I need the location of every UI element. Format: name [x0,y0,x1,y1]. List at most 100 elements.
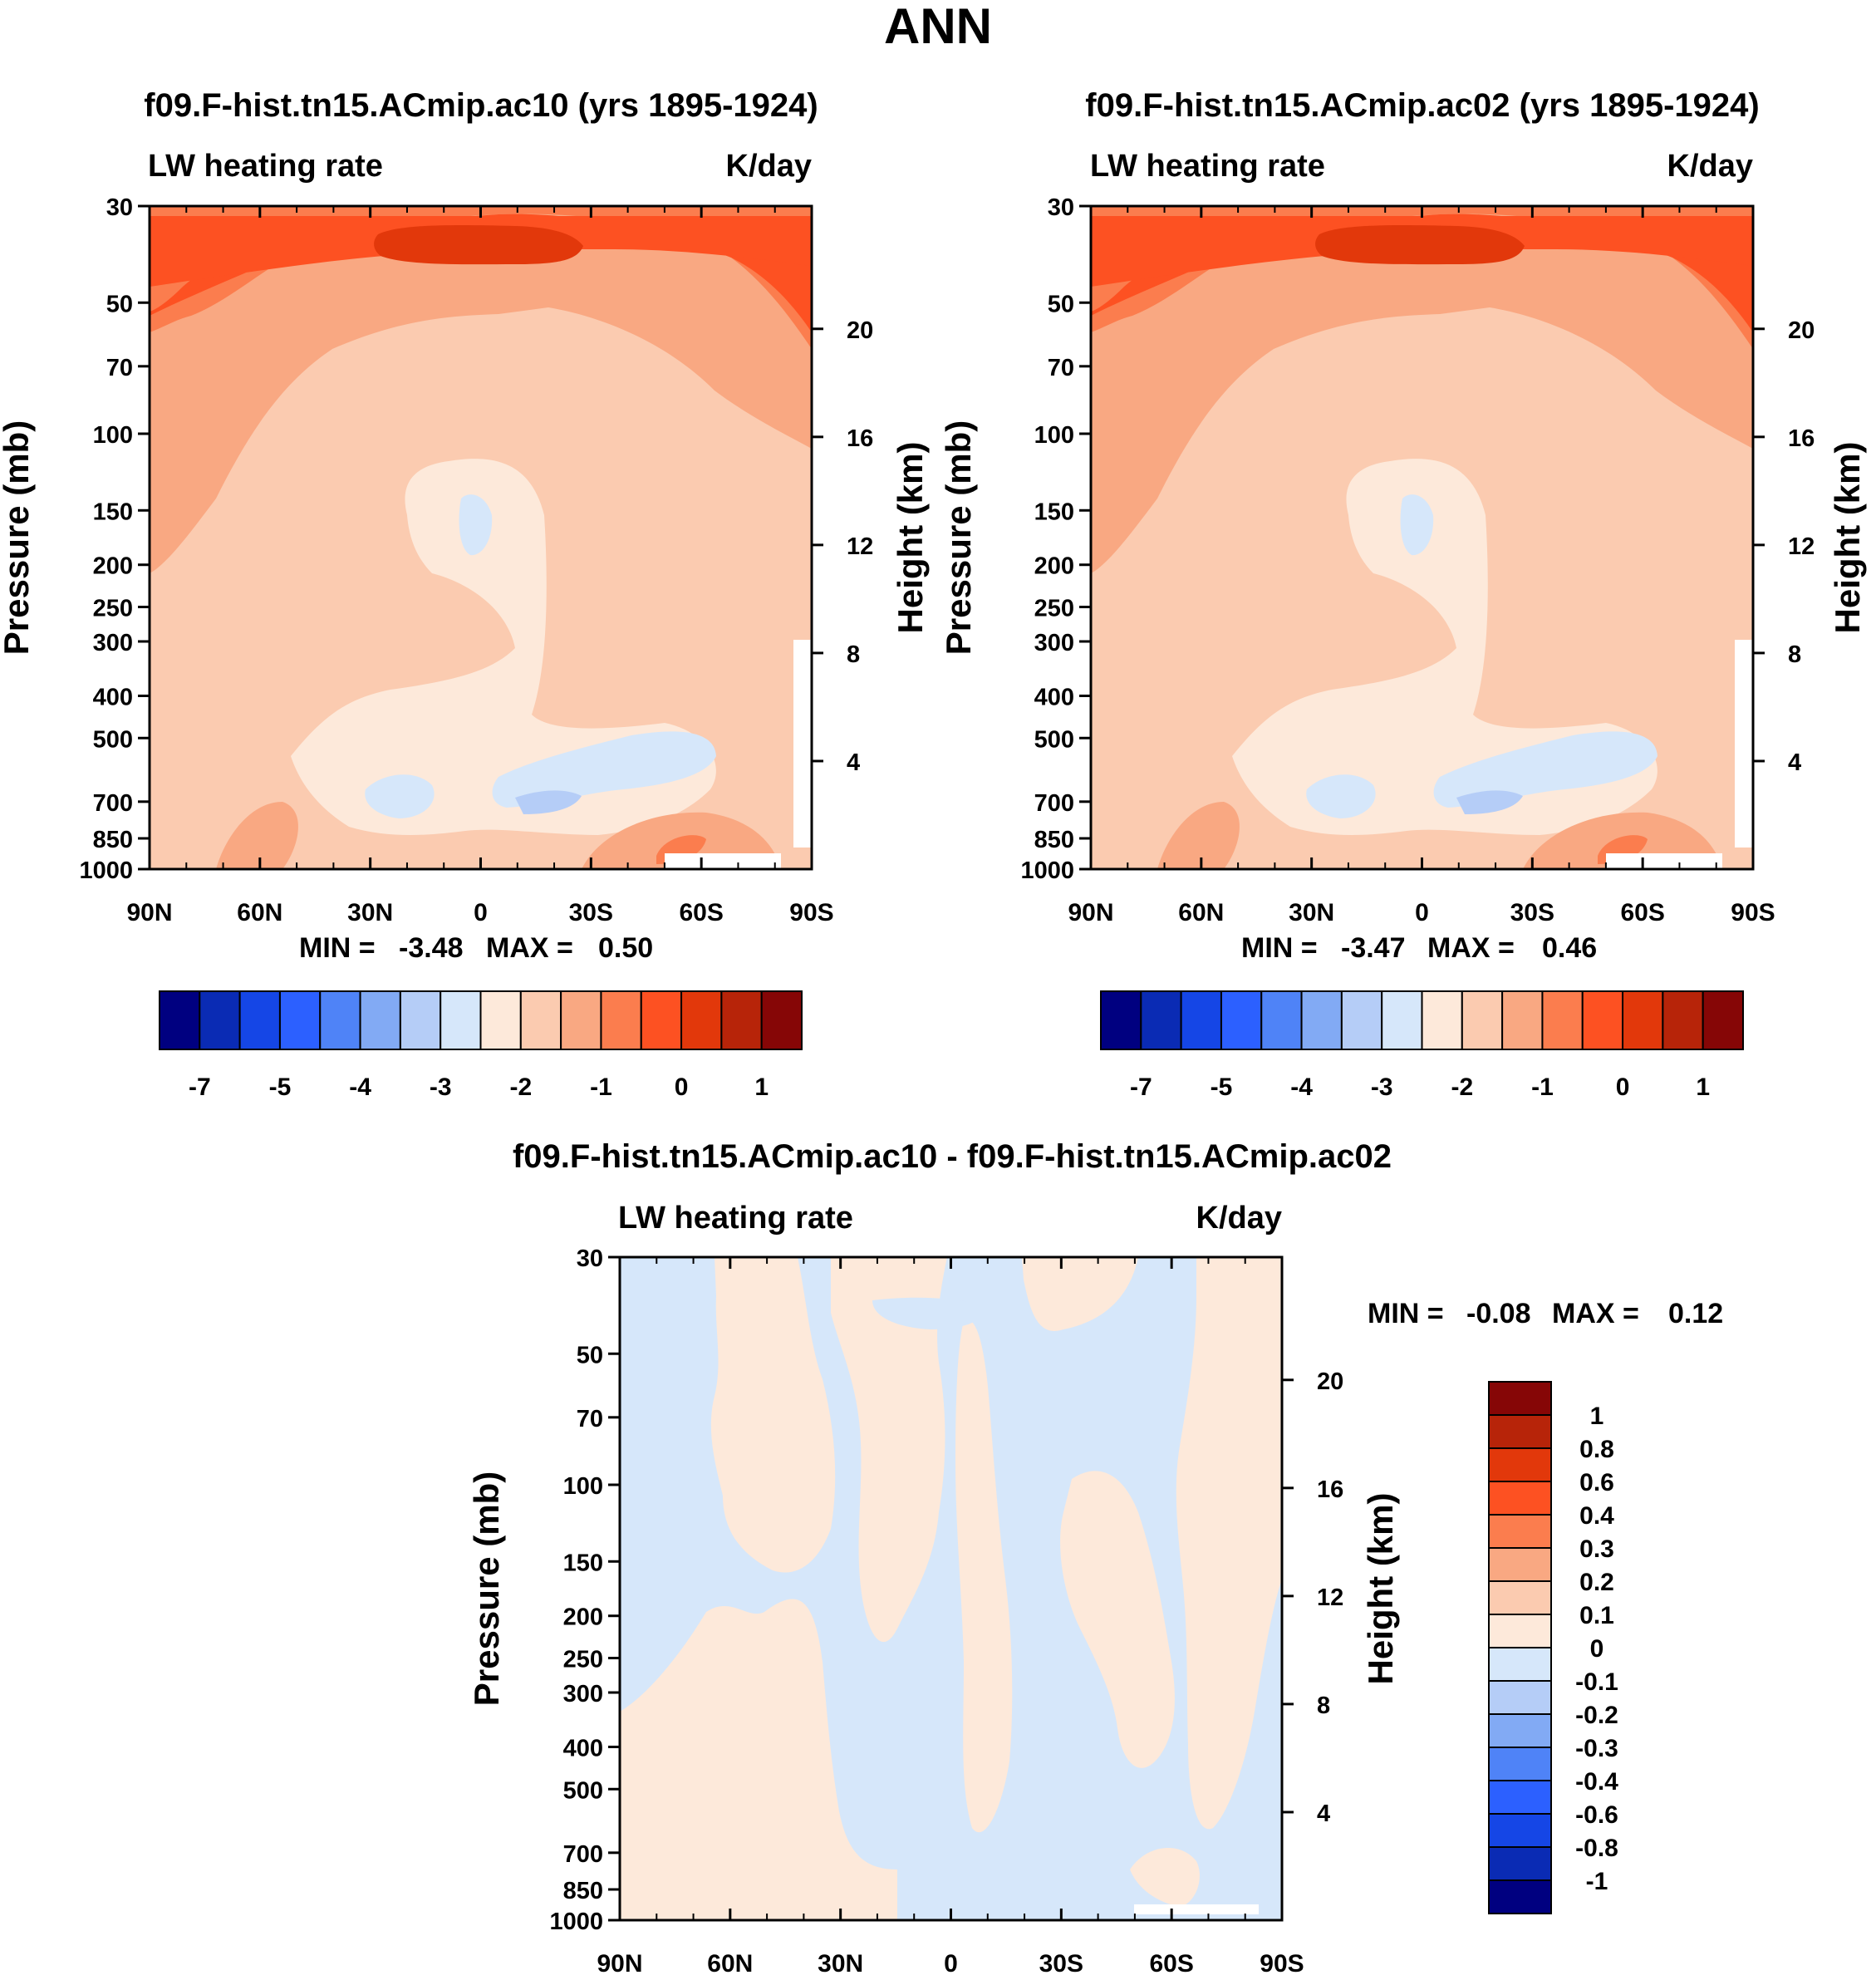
panel2-colorbar-box-3 [1220,990,1263,1050]
panel1-ytick-label-6: 250 [93,596,133,622]
panel2-colorbar-label-7: 1 [1696,1074,1710,1101]
panel2-min-label: MIN = [1241,932,1318,964]
panel3-ytick-label-3: 100 [563,1473,603,1500]
panel2-colorbar-label-6: 0 [1616,1074,1630,1101]
panel1-ytick-label-4: 150 [93,499,133,525]
panel3-pos-f [1060,1471,1175,1768]
panel3-min-label: MIN = [1368,1298,1444,1329]
panel3-missing [1134,1904,1259,1914]
panel2-xtick-label-6: 90S [1731,899,1775,926]
panel3-axes: 90N 60N 30N 0 30S 60S 90S 30 50 70 100 150 200 250 300… [549,1245,1343,1978]
panel3-right-subtitle: K/day [1196,1201,1282,1236]
panel2-xtick-label-1: 60N [1178,899,1224,926]
panel1-ytick-label-12: 1000 [79,857,133,884]
panel2-colorbar-box-7 [1381,990,1423,1050]
panel2-colorbar-label-2: -4 [1290,1074,1313,1101]
panel1-colorbar-label-5: -1 [590,1074,612,1101]
panel3-pos-a [620,1599,897,1920]
panel1-max-label: MAX = [486,932,573,964]
panel3-colorbar-box-13 [1488,1813,1552,1848]
panel1-xtick-label-4: 30S [569,899,613,926]
panel3-y2tick-label-4: 4 [1317,1801,1330,1827]
panel3-colorbar-box-7 [1488,1614,1552,1648]
panel3-colorbar-box-0 [1488,1381,1552,1416]
panel1-y2label: Height (km) [891,442,930,634]
panel3-ylabel: Pressure (mb) [467,1471,506,1706]
panel1-title: f09.F-hist.tn15.ACmip.ac10 (yrs 1895-192… [144,87,818,124]
panel2-colorbar-box-14 [1662,990,1704,1050]
panel2-xtick-label-0: 90N [1068,899,1113,926]
panel1-ytick-label-2: 70 [106,355,133,381]
panel3-colorbar-box-5 [1488,1547,1552,1582]
panel2-colorbar-label-5: -1 [1531,1074,1554,1101]
panel2-band-0.2 [1091,206,1753,573]
panel2-colorbar-box-2 [1180,990,1222,1050]
panel1-band-0c [365,774,435,818]
panel2-plot-area [1091,206,1753,869]
panel1-colorbar-box-0 [159,990,201,1050]
panel3-xtick-label-0: 90N [597,1950,642,1978]
panel3-colorbar-label-11: -0.4 [1575,1768,1618,1796]
panel2-colorbar-box-8 [1421,990,1463,1050]
panel1-xtick-label-1: 60N [237,899,282,926]
panel3-colorbar-label-5: 0.2 [1579,1569,1614,1596]
panel2-max: 0.46 [1542,932,1597,964]
panel2-title: f09.F-hist.tn15.ACmip.ac02 (yrs 1895-192… [1085,87,1759,124]
panel2-y2tick-label-0: 20 [1788,317,1815,344]
panel1-min-label: MIN = [299,932,376,964]
panel2-colorbar-label-3: -3 [1371,1074,1393,1101]
panel1-colorbar-box-1 [199,990,241,1050]
panel1-ytick-label-7: 300 [93,630,133,656]
panel2-y2tick-label-1: 16 [1788,425,1815,452]
panel3-min: -0.08 [1466,1298,1531,1329]
panel3-pos-g [1176,1257,1282,1830]
panel2-y2tick-label-2: 12 [1788,533,1815,560]
panel1-xtick-label-2: 30N [347,899,393,926]
panel2-colorbar-label-0: -7 [1130,1074,1152,1101]
panel3-ytick-label-5: 200 [563,1604,603,1631]
panel-ac10: f09.F-hist.tn15.ACmip.ac10 (yrs 1895-192… [0,87,930,1101]
panel3-stats: MIN = -0.08 MAX = 0.12 [1368,1298,1723,1329]
panel1-max: 0.50 [598,932,653,964]
panel2-xtick-label-4: 30S [1510,899,1554,926]
panel3-colorbar-label-2: 0.6 [1579,1469,1614,1496]
panel2-colorbar-box-1 [1140,990,1182,1050]
panel3-colorbar-label-8: -0.1 [1575,1668,1618,1696]
panel3-colorbar-label-4: 0.3 [1579,1535,1614,1563]
panel-difference: f09.F-hist.tn15.ACmip.ac10 - f09.F-hist.… [467,1138,1723,1978]
panel3-y2label: Height (km) [1361,1493,1400,1685]
panel3-ytick-label-0: 30 [577,1245,603,1272]
panel2-y2label: Height (km) [1828,442,1867,634]
panel2-colorbar-box-5 [1300,990,1343,1050]
panel1-colorbar-box-5 [359,990,401,1050]
panel3-ytick-label-1: 50 [577,1342,603,1368]
panel3-left-subtitle: LW heating rate [618,1201,853,1236]
panel1-band-0.6 [374,225,583,265]
panel2-colorbar-box-0 [1100,990,1142,1050]
panel1-xtick-label-5: 60S [679,899,723,926]
panel3-colorbar-label-13: -0.8 [1575,1835,1618,1862]
panel3-xtick-label-3: 0 [944,1950,958,1978]
panel2-colorbar-box-9 [1461,990,1504,1050]
panel1-y2tick-label-3: 8 [847,641,860,668]
panel1-ytick-label-3: 100 [93,422,133,449]
panel2-ytick-label-5: 200 [1034,553,1074,580]
panel1-ytick-label-10: 700 [93,790,133,817]
panel2-colorbar-label-4: -2 [1451,1074,1473,1101]
panel1-colorbar-label-7: 1 [754,1074,769,1101]
panel3-xtick-label-2: 30N [818,1950,863,1978]
panel3-colorbar-label-10: -0.3 [1575,1735,1618,1762]
panel1-colorbar-box-14 [720,990,763,1050]
panel1-right-subtitle: K/day [726,149,812,184]
panel1-ytick-label-11: 850 [93,827,133,853]
panel3-y2tick-label-1: 16 [1317,1476,1343,1503]
panel1-colorbar-label-6: 0 [675,1074,689,1101]
panel2-ytick-label-1: 50 [1048,291,1074,317]
panel2-colorbar-box-10 [1501,990,1544,1050]
panel1-missing-b [793,640,812,848]
panel2-colorbar-box-4 [1260,990,1303,1050]
panel2-min: -3.47 [1341,932,1406,964]
panel3-pos-h [1130,1847,1200,1907]
panel1-band-0.4b [150,216,812,287]
